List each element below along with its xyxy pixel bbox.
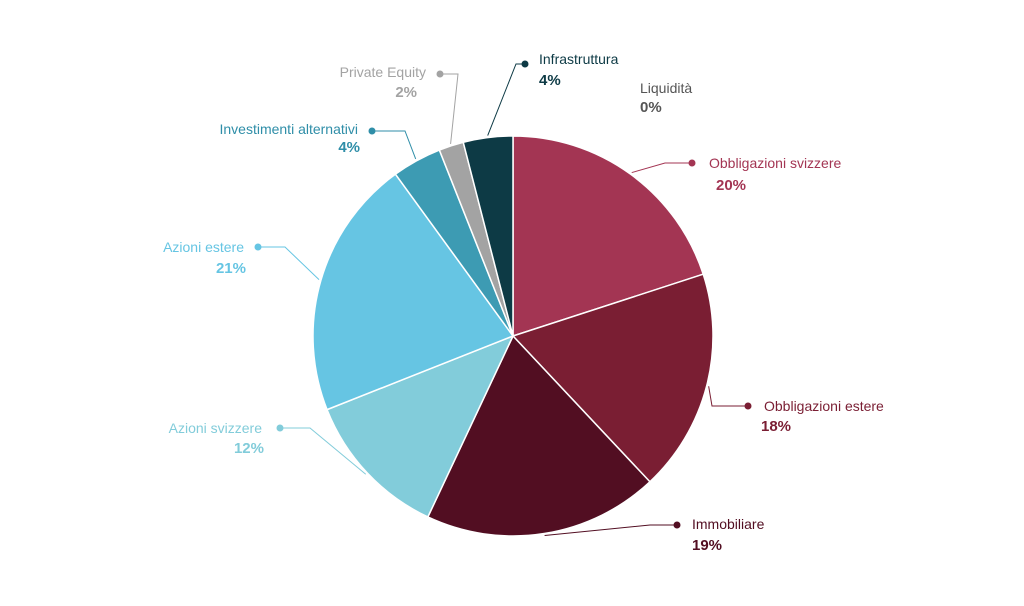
pie-slice-obbligazioni-svizzere bbox=[512, 135, 705, 338]
leader-line-obbligazioni-svizzere bbox=[631, 162, 692, 174]
leader-dot-infrastruttura bbox=[521, 60, 529, 68]
slice-label-obbligazioni-estere: Obbligazioni estere bbox=[764, 398, 884, 414]
pie-slice-immobiliare bbox=[426, 334, 651, 537]
slice-label-azioni-svizzere: Azioni svizzere bbox=[169, 420, 263, 436]
slice-label-azioni-estere: Azioni estere bbox=[163, 239, 244, 255]
slice-label-immobiliare: Immobiliare bbox=[692, 516, 765, 532]
pie-slice-azioni-estere bbox=[312, 173, 515, 411]
leader-dot-obbligazioni-svizzere bbox=[688, 159, 696, 167]
leader-line-immobiliare bbox=[544, 524, 677, 537]
slice-value-private-equity: 2% bbox=[395, 84, 417, 101]
slice-value-infrastruttura: 4% bbox=[539, 72, 561, 89]
slice-label-investimenti-alternativi: Investimenti alternativi bbox=[219, 121, 358, 137]
slice-value-immobiliare: 19% bbox=[692, 537, 722, 554]
leader-line-obbligazioni-estere bbox=[708, 386, 748, 407]
leader-lines bbox=[254, 60, 752, 537]
leader-line-infrastruttura bbox=[487, 63, 525, 136]
slice-label-infrastruttura: Infrastruttura bbox=[539, 51, 619, 67]
leader-line-azioni-svizzere bbox=[280, 427, 367, 475]
pie-slice-obbligazioni-estere bbox=[511, 273, 714, 483]
slice-value-investimenti-alternativi: 4% bbox=[338, 139, 360, 156]
slice-label-obbligazioni-svizzere: Obbligazioni svizzere bbox=[709, 155, 841, 171]
pie-slice-infrastruttura bbox=[462, 135, 514, 337]
slice-label-liquidita: Liquidità bbox=[640, 80, 692, 96]
slice-labels: Obbligazioni svizzere 20% Obbligazioni est… bbox=[163, 51, 884, 554]
slice-value-liquidita: 0% bbox=[640, 99, 662, 116]
slice-value-obbligazioni-svizzere: 20% bbox=[716, 177, 746, 194]
leader-dot-azioni-svizzere bbox=[276, 424, 284, 432]
leader-dot-investimenti-alternativi bbox=[368, 127, 376, 135]
leader-dot-private-equity bbox=[436, 70, 444, 78]
slice-value-azioni-svizzere: 12% bbox=[234, 440, 264, 457]
leader-line-investimenti-alternativi bbox=[372, 130, 417, 160]
slice-value-obbligazioni-estere: 18% bbox=[761, 418, 791, 435]
leader-dot-obbligazioni-estere bbox=[744, 402, 752, 410]
leader-dot-azioni-estere bbox=[254, 243, 262, 251]
pie-slice-azioni-svizzere bbox=[326, 334, 515, 518]
pie-slices bbox=[312, 135, 714, 537]
leader-line-private-equity bbox=[440, 73, 459, 144]
slice-label-private-equity: Private Equity bbox=[340, 64, 426, 80]
leader-line-azioni-estere bbox=[258, 246, 320, 281]
leader-dot-immobiliare bbox=[673, 521, 681, 529]
slice-value-azioni-estere: 21% bbox=[216, 260, 246, 277]
